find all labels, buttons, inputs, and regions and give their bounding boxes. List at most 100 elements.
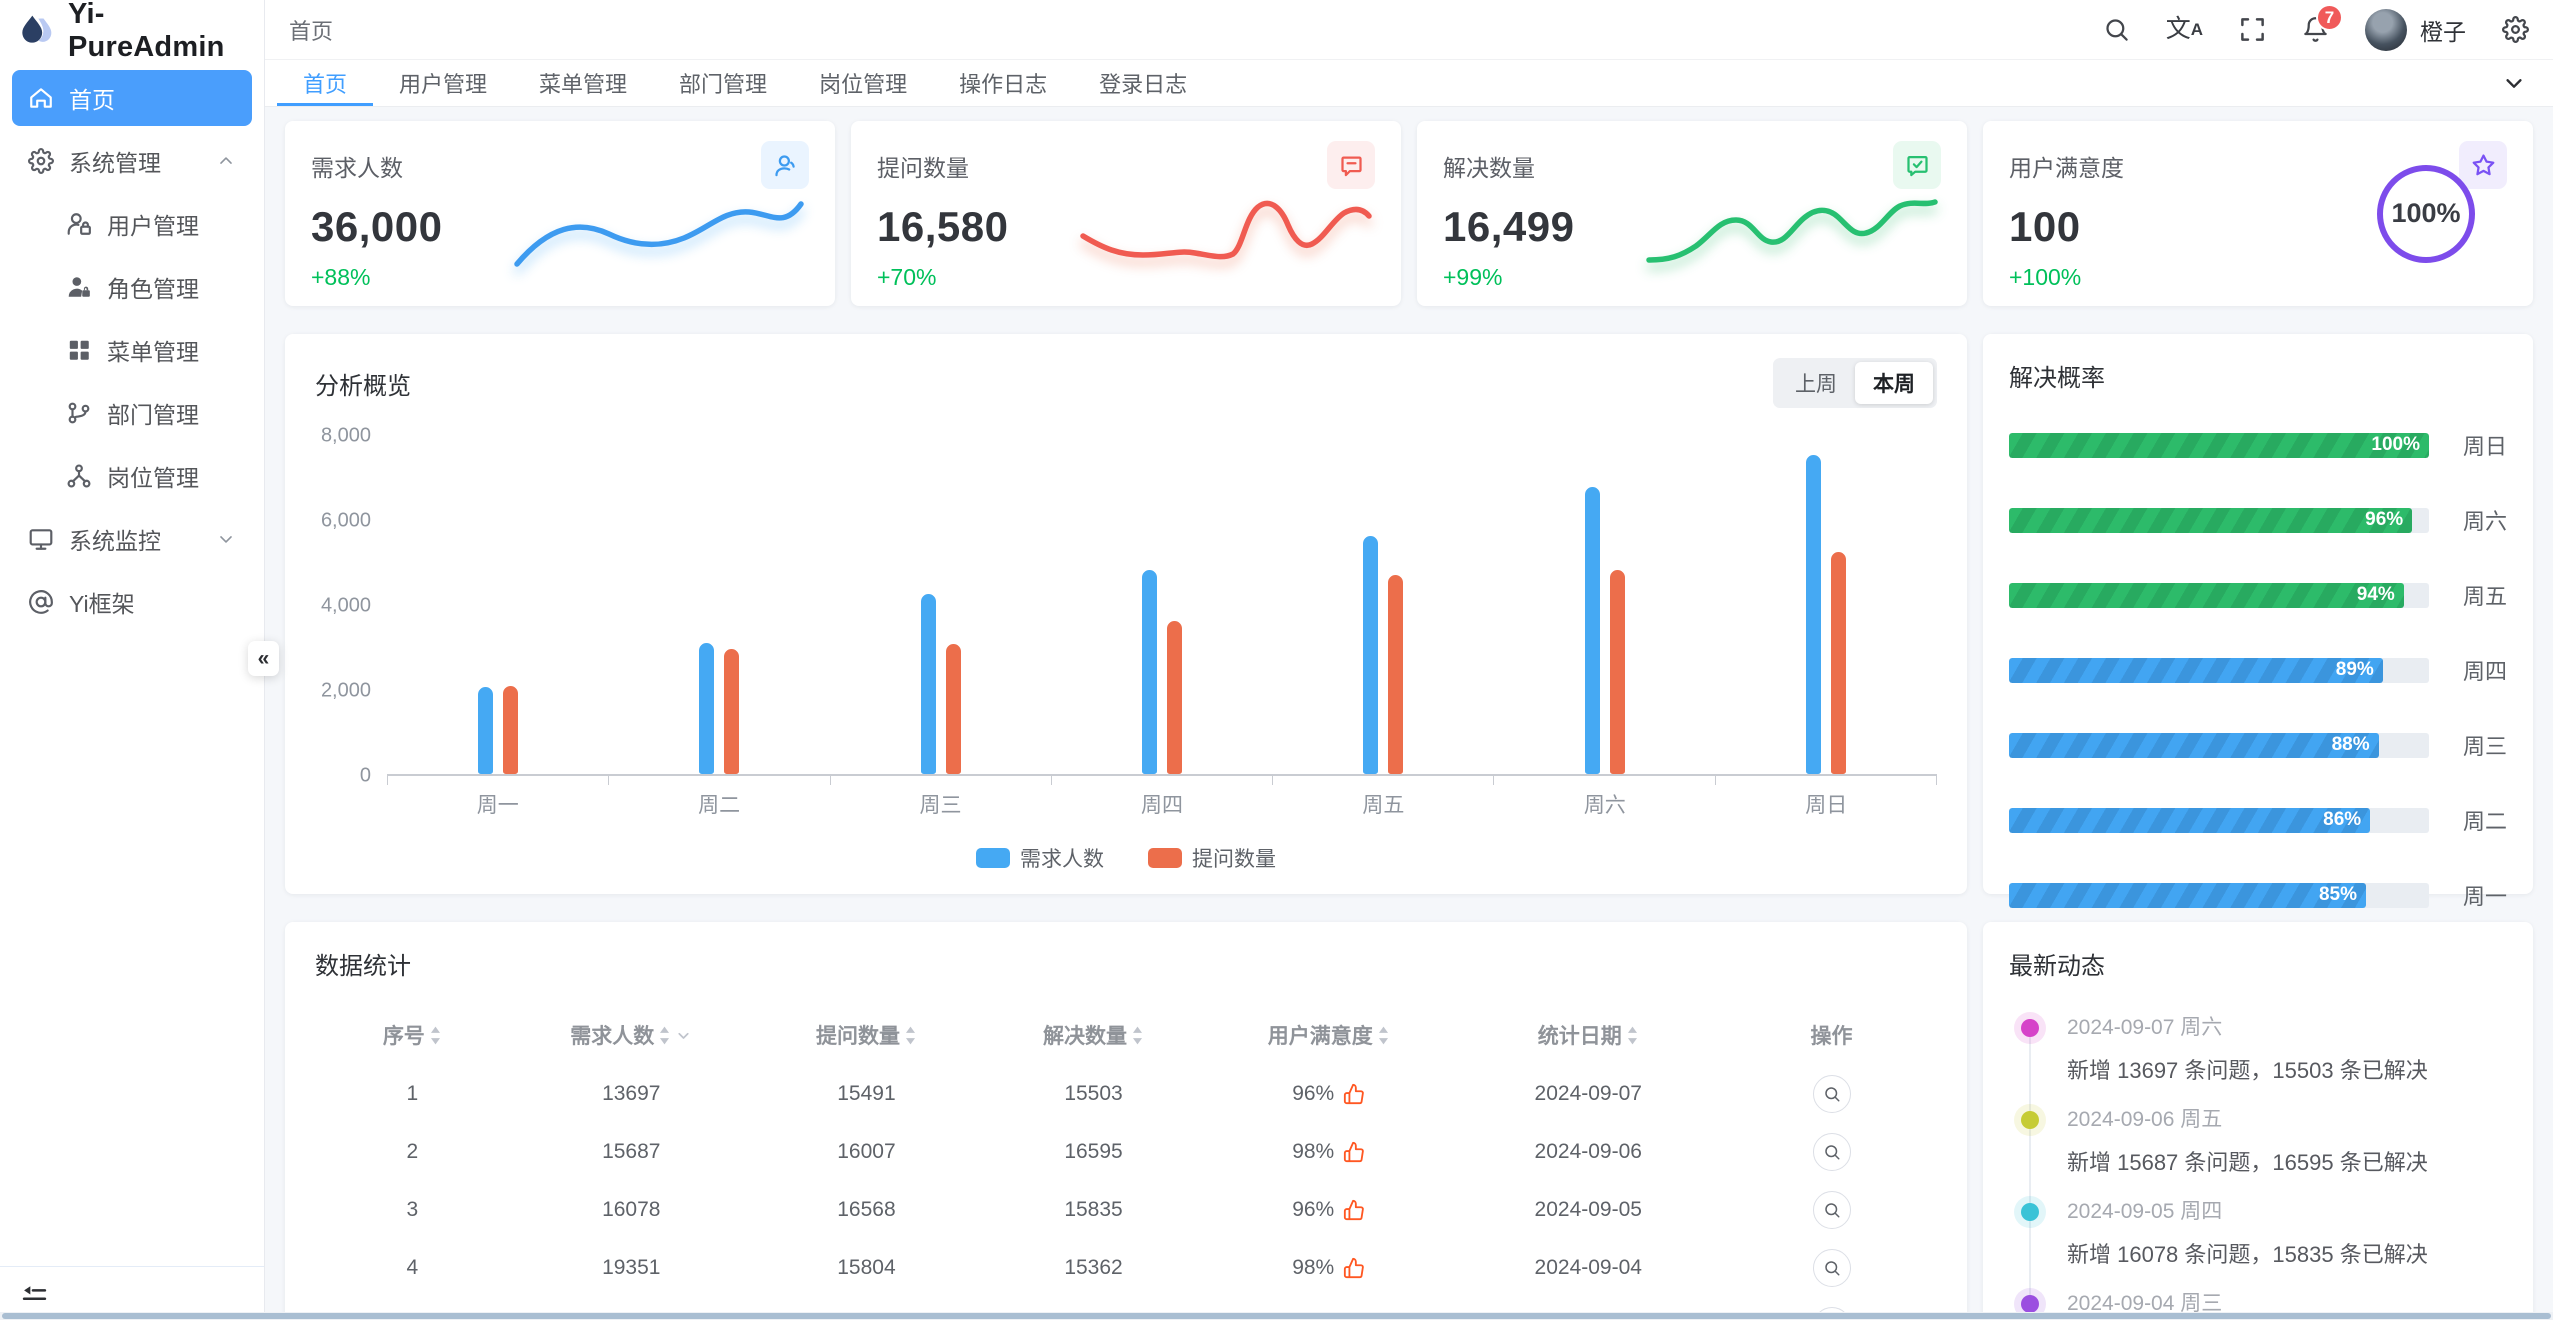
sort-caret-icon[interactable] [658, 1025, 671, 1046]
solve-rate-row: 96% 周六 [2009, 504, 2507, 536]
table-header-提问数量[interactable]: 提问数量 [753, 1005, 980, 1065]
bar-提问数量 [1388, 575, 1404, 774]
user-menu[interactable]: 橙子 [2365, 8, 2466, 51]
cell-index: 1 [406, 1082, 419, 1105]
sidebar-item-yi-framework[interactable]: Yi框架 [12, 574, 252, 630]
y-axis-tick: 2,000 [320, 679, 371, 702]
timeline-date: 2024-09-04 周三 [2067, 1292, 2223, 1315]
tab-用户管理[interactable]: 用户管理 [373, 60, 513, 106]
satisfaction-ring: 100% [2377, 164, 2475, 263]
logo[interactable]: Yi-PureAdmin [0, 0, 264, 63]
tab-登录日志[interactable]: 登录日志 [1073, 60, 1213, 106]
stat-card-title: 用户满意度 [2009, 155, 2124, 181]
bar-group-周二[interactable] [608, 436, 829, 774]
progress-track: 89% [2009, 657, 2429, 683]
sidebar-expand-button[interactable]: « [248, 641, 279, 676]
table-header-解决数量[interactable]: 解决数量 [980, 1005, 1207, 1065]
breadcrumb[interactable]: 首页 [289, 18, 334, 44]
bar-group-周日[interactable] [1716, 436, 1937, 774]
bar-group-周四[interactable] [1051, 436, 1272, 774]
sort-caret-icon[interactable] [1626, 1025, 1639, 1046]
tab-label: 登录日志 [1099, 72, 1188, 97]
progress-day-label: 周二 [2462, 809, 2507, 834]
timeline-dot [2021, 1019, 2039, 1037]
progress-track: 100% [2009, 432, 2429, 458]
cell-date: 2024-09-06 [1534, 1140, 1642, 1163]
horizontal-scrollbar-thumb[interactable] [2, 1313, 2551, 1319]
bell-icon[interactable]: 7 [2302, 4, 2343, 43]
table-header-需求人数[interactable]: 需求人数 [510, 1005, 753, 1065]
bar-group-周三[interactable] [830, 436, 1051, 774]
stat-card-value: 16,499 [1443, 203, 1575, 250]
header-label: 操作 [1810, 1025, 1853, 1048]
header-label: 需求人数 [570, 1025, 655, 1048]
monitor-icon [28, 526, 54, 552]
tab-操作日志[interactable]: 操作日志 [933, 60, 1073, 106]
sort-caret-icon[interactable] [429, 1025, 442, 1046]
tab-label: 菜单管理 [539, 72, 628, 97]
sidebar-item-menu-management[interactable]: 菜单管理 [12, 322, 252, 378]
x-axis-label: 周日 [1805, 794, 1848, 817]
tabs-chevron-down-icon[interactable] [2487, 72, 2541, 94]
stat-card-解决数量: 解决数量 16,499 +99% [1417, 121, 1967, 306]
view-detail-button[interactable] [1812, 1075, 1851, 1113]
view-detail-button[interactable] [1812, 1133, 1851, 1171]
analysis-overview-panel: 分析概览 上周 本周 8,000 6,000 4,000 2,000 0 周一 周二 周三周… [285, 334, 1967, 894]
bar-group-周一[interactable] [387, 436, 608, 774]
stat-card-title: 解决数量 [1443, 155, 1535, 181]
legend-item-需求人数[interactable]: 需求人数 [976, 843, 1104, 873]
sidebar-item-system-monitor[interactable]: 系统监控 [12, 511, 252, 567]
progress-day-label: 周四 [2462, 659, 2507, 684]
sidebar-item-home[interactable]: 首页 [12, 70, 252, 126]
y-axis-tick: 4,000 [320, 594, 371, 617]
sidebar-item-system-management[interactable]: 系统管理 [12, 133, 252, 189]
tab-菜单管理[interactable]: 菜单管理 [513, 60, 653, 106]
toggle-this-week[interactable]: 本周 [1855, 362, 1933, 404]
view-detail-button[interactable] [1812, 1191, 1851, 1229]
view-detail-button[interactable] [1812, 1249, 1851, 1287]
table-header-用户满意度[interactable]: 用户满意度 [1207, 1005, 1450, 1065]
sidebar-item-role-management[interactable]: 角色管理 [12, 259, 252, 315]
analysis-title: 分析概览 [315, 372, 411, 400]
fullscreen-icon[interactable] [2239, 16, 2266, 43]
bar-group-周六[interactable] [1494, 436, 1715, 774]
dashboard-content: 需求人数 36,000 +88% 提问数量 16,580 +70% 解决数量 1… [265, 107, 2553, 1320]
cell-demand: 13697 [602, 1082, 661, 1105]
filter-chevron-icon[interactable] [675, 1027, 692, 1044]
collapse-sidebar-icon[interactable] [22, 1281, 47, 1306]
stat-card-title: 提问数量 [877, 155, 969, 181]
sidebar-item-post-management[interactable]: 岗位管理 [12, 448, 252, 504]
progress-track: 94% [2009, 582, 2429, 608]
tab-首页[interactable]: 首页 [277, 60, 374, 106]
toggle-last-week[interactable]: 上周 [1795, 373, 1837, 396]
sparkline [1075, 176, 1375, 276]
avatar[interactable] [2365, 8, 2407, 51]
x-axis-label: 周二 [698, 794, 741, 817]
timeline-item: 2024-09-06 周五 新增 15687 条问题，16595 条已解决 [2021, 1103, 2507, 1177]
latest-news-panel: 最新动态 2024-09-07 周六 新增 13697 条问题，15503 条已… [1983, 922, 2533, 1320]
sidebar-item-user-management[interactable]: 用户管理 [12, 196, 252, 252]
sort-caret-icon[interactable] [1131, 1025, 1144, 1046]
bar-需求人数 [920, 594, 936, 774]
sort-caret-icon[interactable] [1377, 1025, 1390, 1046]
table-header-统计日期[interactable]: 统计日期 [1450, 1005, 1726, 1065]
table-header-序号[interactable]: 序号 [315, 1005, 510, 1065]
bar-group-周五[interactable] [1273, 436, 1494, 774]
cell-index: 4 [406, 1256, 419, 1279]
bar-需求人数 [699, 643, 715, 774]
solve-rate-row: 89% 周四 [2009, 654, 2507, 686]
progress-percent-label: 86% [2323, 809, 2362, 830]
progress-track: 85% [2009, 882, 2429, 908]
sidebar-item-dept-management[interactable]: 部门管理 [12, 385, 252, 441]
search-icon[interactable] [2103, 16, 2130, 43]
sort-caret-icon[interactable] [904, 1025, 917, 1046]
stat-card-提问数量: 提问数量 16,580 +70% [851, 121, 1401, 306]
sidebar: Yi-PureAdmin 首页 系统管理 用户管理 角色管理 菜单管理 部门管理… [0, 0, 279, 1320]
stats-table: 序号 需求人数 提问数量 解决数量 用户满意度 统计日期 操作 1 13697 15491 155… [315, 1005, 1937, 1320]
tab-部门管理[interactable]: 部门管理 [653, 60, 793, 106]
tab-岗位管理[interactable]: 岗位管理 [793, 60, 933, 106]
timeline-text: 新增 15687 条问题，16595 条已解决 [2067, 1150, 2428, 1175]
legend-item-提问数量[interactable]: 提问数量 [1148, 843, 1276, 873]
settings-gear-icon[interactable] [2502, 16, 2529, 43]
